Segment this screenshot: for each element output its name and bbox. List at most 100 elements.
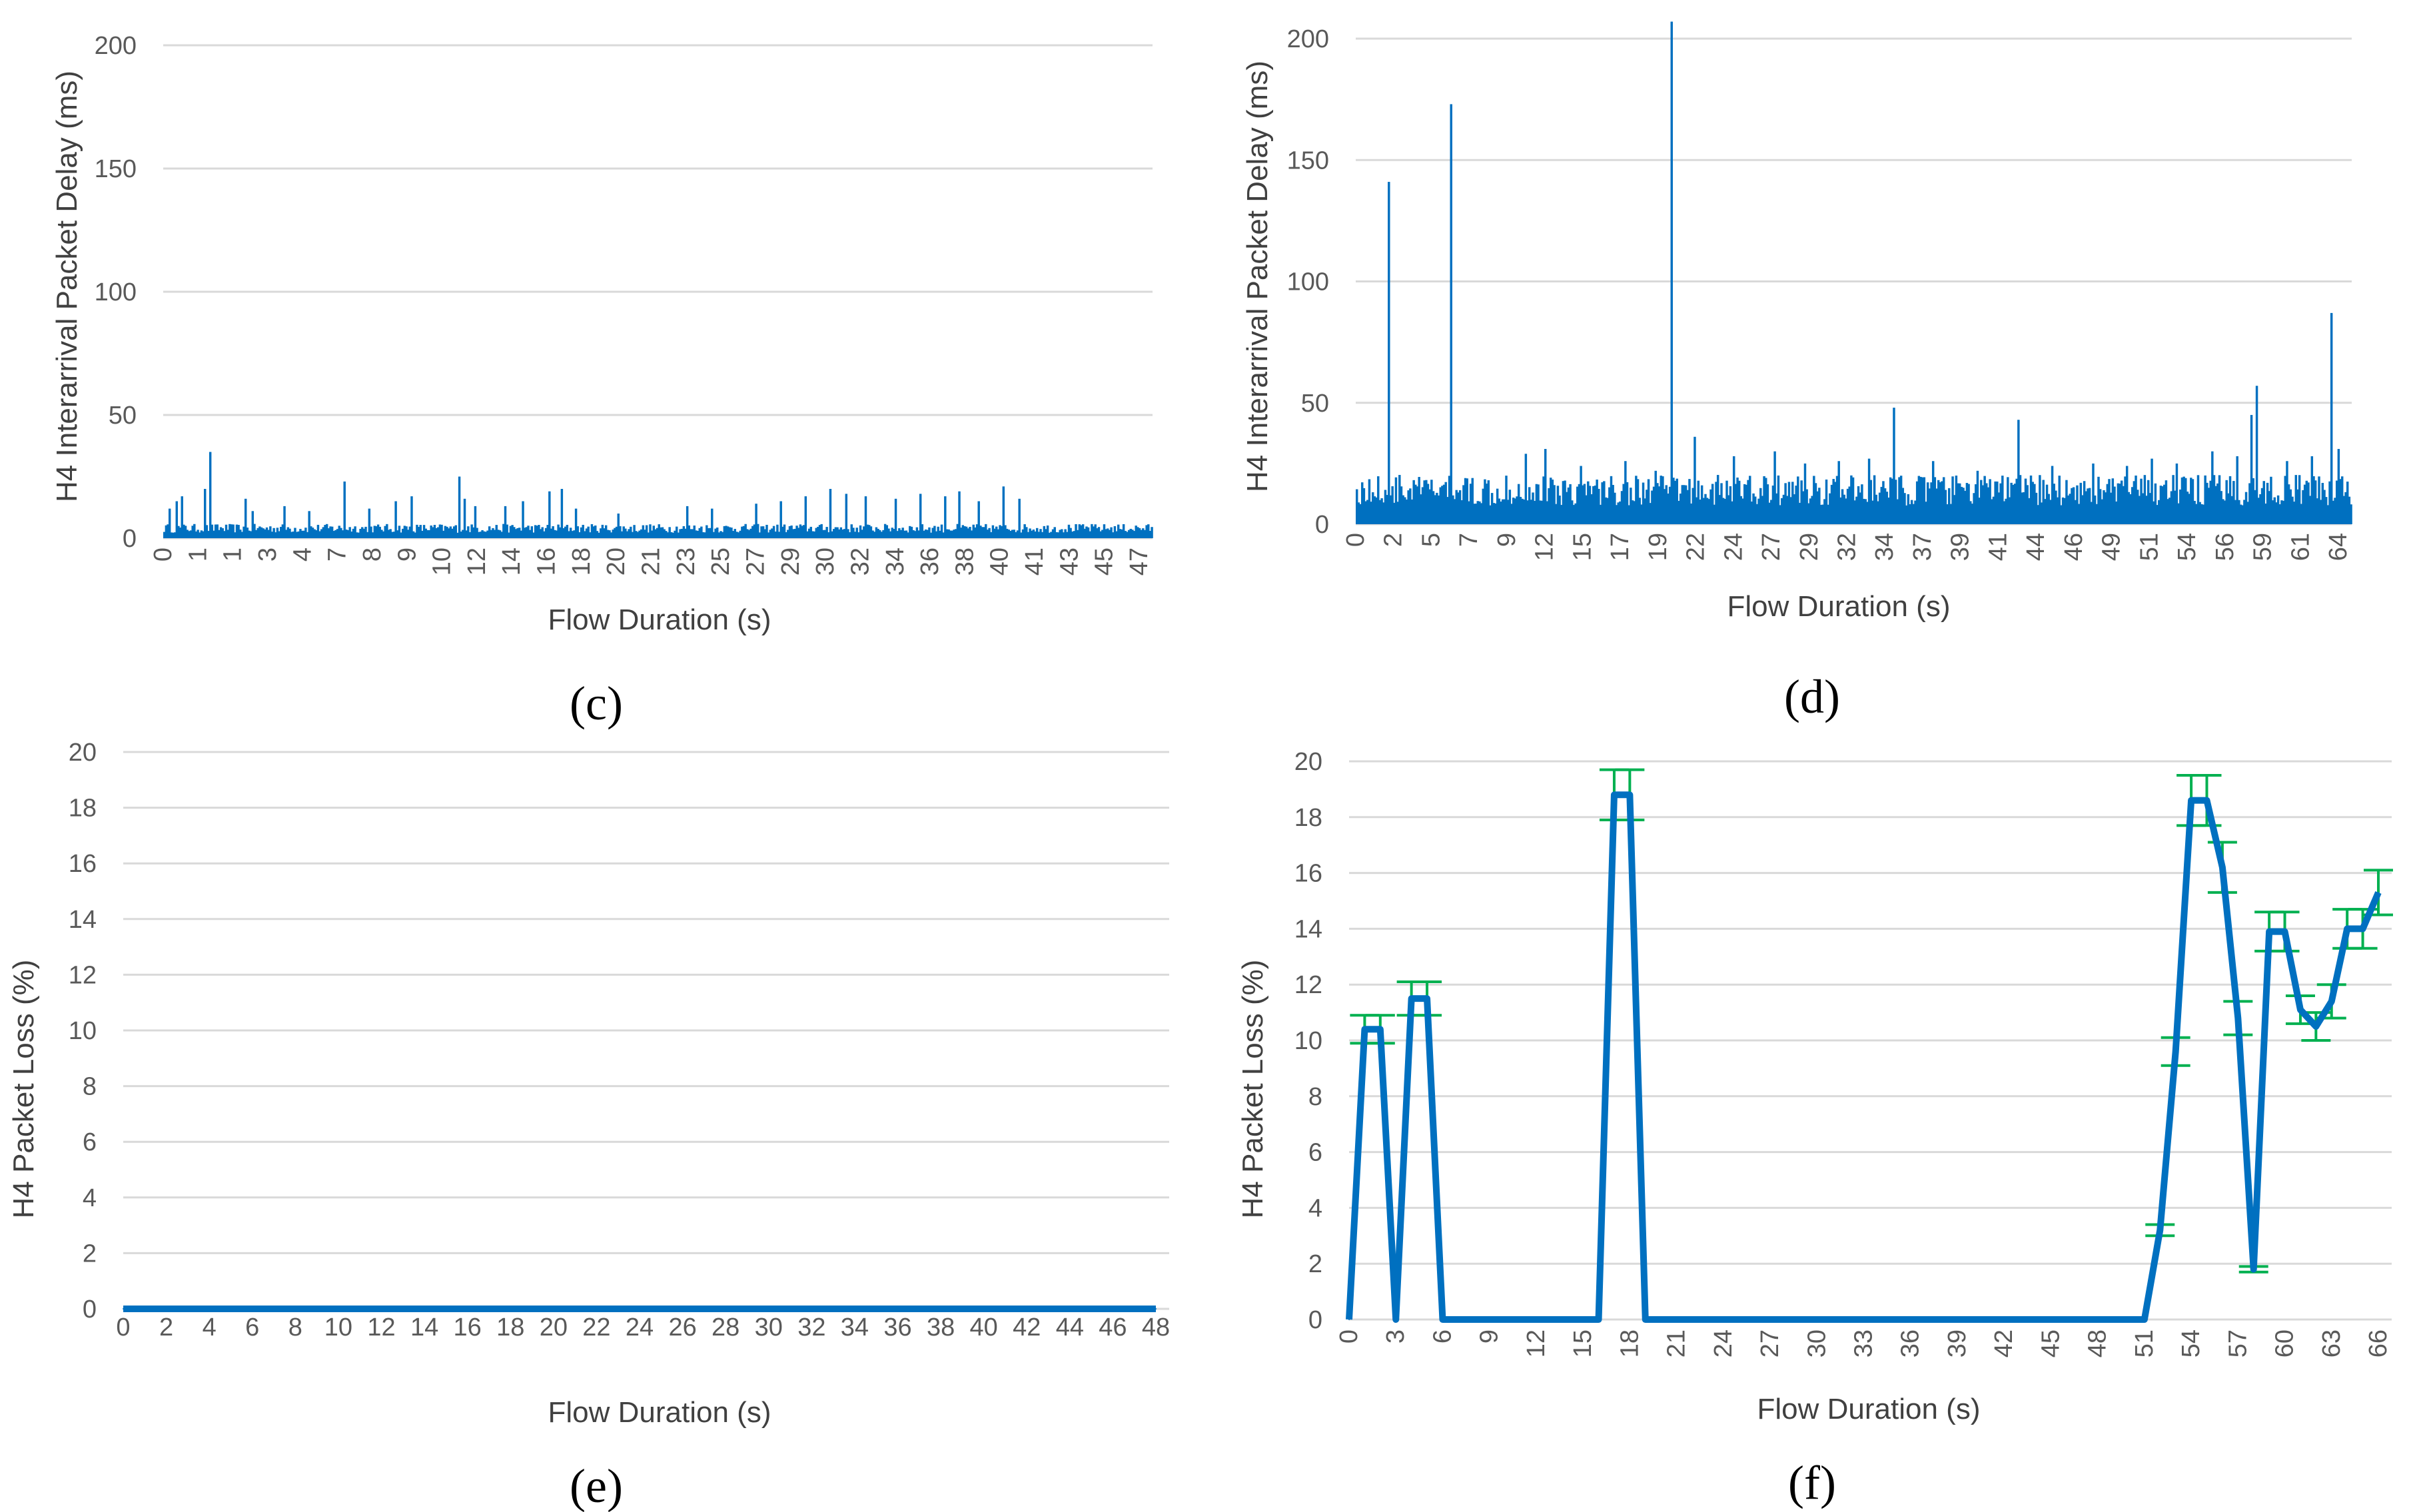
chart-d-bar bbox=[1871, 500, 1874, 524]
chart-c-bar bbox=[348, 527, 351, 538]
chart-d-bar bbox=[2158, 500, 2161, 524]
chart-d-bar bbox=[2124, 476, 2127, 524]
chart-f-xtick-label: 60 bbox=[2271, 1329, 2299, 1357]
chart-e-xtick-label: 32 bbox=[797, 1314, 825, 1341]
chart-d-bar bbox=[1741, 498, 1744, 524]
chart-c-bar bbox=[311, 528, 314, 538]
chart-c-bar bbox=[552, 526, 554, 538]
chart-c-bar bbox=[733, 529, 736, 538]
chart-d-bar bbox=[1850, 475, 1853, 524]
chart-c-bar bbox=[880, 532, 883, 538]
chart-f-point bbox=[2346, 928, 2348, 930]
chart-d-bar bbox=[2200, 504, 2203, 524]
chart-c-bar bbox=[882, 530, 885, 538]
chart-d-bar bbox=[2149, 493, 2152, 524]
chart-d-bar bbox=[1489, 505, 1492, 524]
chart-d-bar bbox=[2339, 479, 2342, 524]
chart-d-bar bbox=[1759, 488, 1762, 524]
chart-d-ytick-label: 150 bbox=[1287, 147, 1329, 175]
chart-c-bar bbox=[933, 526, 936, 538]
chart-c-bar bbox=[433, 524, 436, 538]
chart-c-bar bbox=[476, 528, 478, 538]
chart-d-xtick-label: 61 bbox=[2286, 533, 2314, 561]
chart-c-bar bbox=[848, 532, 851, 538]
chart-d-bar bbox=[2141, 493, 2145, 524]
chart-d-bar bbox=[1678, 500, 1680, 524]
chart-c-bar bbox=[249, 531, 252, 538]
chart-c-bar bbox=[619, 526, 622, 538]
chart-c-bar bbox=[223, 531, 226, 538]
chart-d-bar bbox=[2260, 488, 2264, 524]
chart-c-bar bbox=[1121, 529, 1123, 538]
chart-c-bar bbox=[612, 530, 615, 538]
chart-d-bar bbox=[2282, 500, 2285, 524]
chart-c-bar bbox=[781, 526, 784, 538]
chart-c-bar bbox=[354, 526, 356, 538]
chart-d-bar bbox=[1797, 476, 1799, 524]
chart-d-bar bbox=[1428, 489, 1431, 524]
chart-c-bar bbox=[626, 531, 629, 538]
chart-d-bar bbox=[1743, 484, 1746, 524]
chart-d-bar bbox=[1498, 498, 1501, 524]
chart-c-bar bbox=[188, 531, 191, 538]
chart-c-bar bbox=[668, 527, 671, 538]
chart-d-bar bbox=[1474, 504, 1478, 524]
chart-d-bar bbox=[1782, 494, 1785, 524]
chart-e-gridlines bbox=[123, 751, 1169, 1310]
chart-c-bar bbox=[256, 528, 259, 538]
chart-c-bar bbox=[534, 525, 537, 538]
chart-f-xtick-label: 30 bbox=[1803, 1329, 1831, 1357]
chart-c-bar bbox=[896, 531, 899, 538]
chart-c-bar bbox=[1087, 527, 1090, 538]
chart-c-bar bbox=[1080, 525, 1083, 538]
chart-d-bar bbox=[1811, 496, 1813, 524]
chart-d-bar bbox=[2106, 484, 2109, 524]
chart-c-xtick-label: 8 bbox=[358, 548, 386, 562]
chart-c-bar bbox=[921, 524, 924, 538]
chart-d-bar bbox=[2334, 498, 2336, 524]
chart-c-bar bbox=[747, 530, 751, 538]
chart-c-bar bbox=[711, 508, 714, 538]
chart-c-bar bbox=[624, 528, 627, 538]
chart-c-bar bbox=[1018, 498, 1021, 538]
chart-c-xtick-label: 30 bbox=[811, 548, 839, 575]
chart-c-bar bbox=[437, 527, 440, 538]
chart-d-bar bbox=[1851, 477, 1855, 524]
chart-d-bar bbox=[1901, 488, 1905, 524]
chart-d-bar bbox=[2342, 496, 2346, 524]
chart-d-bar bbox=[2186, 492, 2189, 524]
chart-d-bar bbox=[2049, 500, 2052, 524]
chart-d-bar bbox=[2053, 484, 2055, 524]
chart-c-bar bbox=[891, 528, 893, 538]
chart-c-bar bbox=[1140, 530, 1143, 538]
chart-d-bar bbox=[2243, 500, 2246, 524]
chart-f-ytick-label: 6 bbox=[1308, 1139, 1322, 1167]
chart-c-bar bbox=[807, 528, 811, 538]
chart-d-bar bbox=[1646, 490, 1648, 524]
chart-c-bar bbox=[509, 526, 512, 538]
chart-d-bar bbox=[1654, 470, 1657, 524]
chart-f-point bbox=[2159, 1229, 2161, 1231]
chart-f-point bbox=[1426, 998, 1428, 1000]
chart-f-ytick-label: 0 bbox=[1308, 1306, 1322, 1334]
chart-f-xtick-label: 9 bbox=[1476, 1329, 1504, 1343]
chart-d-bar bbox=[2101, 499, 2104, 524]
chart-c-bar bbox=[568, 531, 570, 538]
chart-c-panel-label: (c) bbox=[570, 677, 623, 730]
chart-c-bar bbox=[557, 524, 560, 538]
chart-d-bar bbox=[1356, 489, 1358, 524]
chart-c-bar bbox=[310, 526, 312, 538]
chart-c-bar bbox=[340, 528, 342, 538]
chart-d-ytick-label: 200 bbox=[1287, 25, 1329, 53]
chart-c-xtick-label: 14 bbox=[498, 548, 526, 575]
chart-d-bar bbox=[1450, 104, 1452, 525]
chart-d-bar bbox=[2179, 489, 2182, 524]
chart-d-bar bbox=[2216, 483, 2219, 524]
chart-c-bar bbox=[1007, 530, 1011, 538]
chart-c-bar bbox=[707, 528, 710, 538]
chart-c-xtick-label: 36 bbox=[916, 548, 944, 575]
chart-c-bar bbox=[767, 532, 770, 538]
chart-c-bar bbox=[281, 524, 284, 538]
chart-d-bar bbox=[1983, 476, 1986, 524]
chart-d-bar bbox=[1947, 488, 1951, 524]
